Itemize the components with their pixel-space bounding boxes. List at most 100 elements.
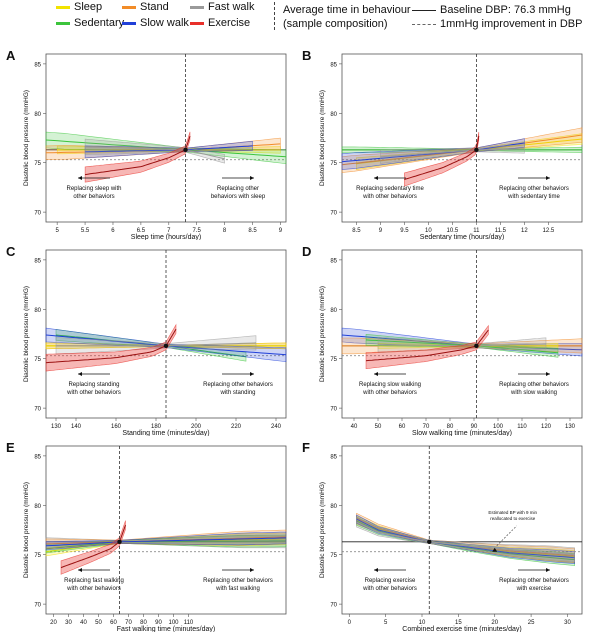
right-arrowhead <box>546 372 550 376</box>
x-tick-label: 110 <box>184 620 194 626</box>
y-tick-label: 75 <box>330 161 337 167</box>
right-annotation-line-2: with standing <box>219 390 255 396</box>
right-annotation-line-2: with slow walking <box>510 390 557 396</box>
series-line-exercise <box>60 524 126 569</box>
x-tick-label: 11 <box>473 228 480 234</box>
y-tick-label: 80 <box>330 308 337 314</box>
x-axis-label: Fast walking time (minutes/day) <box>117 626 215 632</box>
panel-letter: A <box>6 48 16 63</box>
series-line-exercise <box>404 135 480 180</box>
x-axis-label: Sleep time (hours/day) <box>131 234 201 240</box>
legend: Sleep Stand Fast walk Sedentary Slow wal… <box>0 0 593 44</box>
confidence-band-fast-walk <box>84 138 225 164</box>
legend-label-stand: Stand <box>140 1 169 13</box>
x-tick-label: 5 <box>55 228 59 234</box>
callout-leader <box>496 525 517 547</box>
legend-avg-label-1: Average time in behaviour <box>283 4 411 16</box>
sample-composition-point <box>427 539 432 545</box>
x-tick-label: 10.5 <box>447 228 459 234</box>
right-annotation-line-2: with exercise <box>516 586 552 592</box>
x-tick-label: 7.5 <box>193 228 202 234</box>
plot-frame <box>341 53 583 223</box>
y-axis-label: Diastolic blood pressure (mmHG) <box>319 286 326 382</box>
series-line-exercise <box>365 329 489 362</box>
left-annotation-line-1: Replacing sleep with <box>66 186 121 192</box>
left-arrowhead <box>374 372 378 376</box>
right-arrowhead <box>250 372 254 376</box>
right-annotation-line-1: Replacing other behaviors <box>203 382 273 388</box>
left-arrowhead <box>374 176 378 180</box>
x-tick-label: 20 <box>491 620 498 626</box>
legend-label-sleep: Sleep <box>74 1 103 13</box>
panel-b: B 70 75 80 85 8.5 9 9.5 10 10.5 11 11.5 12 12.5 Sedent… <box>296 44 592 241</box>
panel-f: F 70 75 80 85 0 5 10 15 20 25 30 Combined exercise t… <box>296 436 592 633</box>
left-arrowhead <box>78 568 82 572</box>
x-tick-label: 90 <box>471 424 478 430</box>
panel-d: D 70 75 80 85 40 50 60 70 80 90 100 110 120 130 Slow wa… <box>296 240 592 437</box>
left-annotation-line-1: Replacing fast walking <box>64 578 124 584</box>
plot-frame <box>341 249 583 419</box>
x-tick-label: 5 <box>384 620 388 626</box>
series-line-slow-walk <box>356 518 575 559</box>
panel-e: E 70 75 80 85 20 30 40 50 60 70 80 90 100 110 Fast walk… <box>0 436 296 633</box>
confidence-band-exercise <box>404 131 480 187</box>
right-arrowhead <box>546 568 550 572</box>
confidence-band-exercise <box>84 131 191 183</box>
series-line-exercise <box>45 328 177 364</box>
x-tick-label: 60 <box>399 424 406 430</box>
series-line-slow-walk <box>341 142 525 163</box>
left-annotation-line-2: with other behaviors <box>66 390 121 396</box>
y-tick-label: 70 <box>330 407 337 413</box>
panel-letter: B <box>302 48 311 63</box>
left-annotation-line-1: Replacing slow walking <box>359 382 421 388</box>
right-annotation-line-1: Replacing other behaviors <box>499 578 569 584</box>
x-tick-label: 110 <box>517 424 527 430</box>
legend-avg-label-2: (sample composition) <box>283 18 388 30</box>
y-tick-label: 70 <box>34 407 41 413</box>
series-line-sedentary <box>45 540 286 550</box>
x-tick-label: 200 <box>191 424 202 430</box>
x-tick-label: 180 <box>151 424 162 430</box>
y-tick-label: 80 <box>330 504 337 510</box>
x-tick-label: 100 <box>168 620 179 626</box>
x-tick-label: 5.5 <box>81 228 90 234</box>
x-tick-label: 9 <box>379 228 383 234</box>
x-tick-label: 40 <box>80 620 87 626</box>
y-tick-label: 85 <box>330 62 337 68</box>
panel-letter: E <box>6 440 15 455</box>
right-annotation-line-2: behaviors with sleep <box>211 194 266 200</box>
left-annotation-line-1: Replacing sedentary time <box>356 186 424 192</box>
panel-d-chart: D 70 75 80 85 40 50 60 70 80 90 100 110 120 130 Slow wa… <box>302 244 583 437</box>
legend-swatch-sleep <box>56 6 70 9</box>
legend-avg-line-sample <box>274 2 275 30</box>
x-tick-label: 130 <box>565 424 576 430</box>
right-arrowhead <box>250 176 254 180</box>
y-tick-label: 80 <box>330 112 337 118</box>
series-line-fast-walk <box>85 146 225 160</box>
x-tick-label: 70 <box>125 620 132 626</box>
legend-swatch-sedentary <box>56 22 70 25</box>
panel-c-chart: C 70 75 80 85 130 140 160 180 200 220 240 Standing t… <box>6 244 287 437</box>
x-tick-label: 120 <box>541 424 552 430</box>
sample-composition-point <box>474 147 479 153</box>
x-tick-label: 60 <box>110 620 117 626</box>
panel-letter: D <box>302 244 311 259</box>
sample-composition-point <box>163 343 169 349</box>
x-tick-label: 130 <box>51 424 62 430</box>
y-tick-label: 85 <box>330 258 337 264</box>
x-tick-label: 0 <box>348 620 352 626</box>
y-tick-label: 75 <box>330 357 337 363</box>
legend-swatch-stand <box>122 6 136 9</box>
callout-line-1: Estimated BP with 9 min <box>488 510 537 515</box>
series-line-fast-walk <box>356 521 575 556</box>
left-annotation-line-2: with other behaviors <box>362 390 417 396</box>
x-tick-label: 30 <box>564 620 571 626</box>
left-annotation-line-1: Replacing exercise <box>365 578 416 584</box>
x-tick-label: 10 <box>419 620 426 626</box>
legend-swatch-fast-walk <box>190 6 204 9</box>
y-tick-label: 80 <box>34 112 41 118</box>
plot-frame <box>45 53 287 223</box>
x-axis-label: Combined exercise time (minutes/day) <box>402 626 521 632</box>
x-tick-label: 70 <box>423 424 430 430</box>
panel-letter: C <box>6 244 16 259</box>
